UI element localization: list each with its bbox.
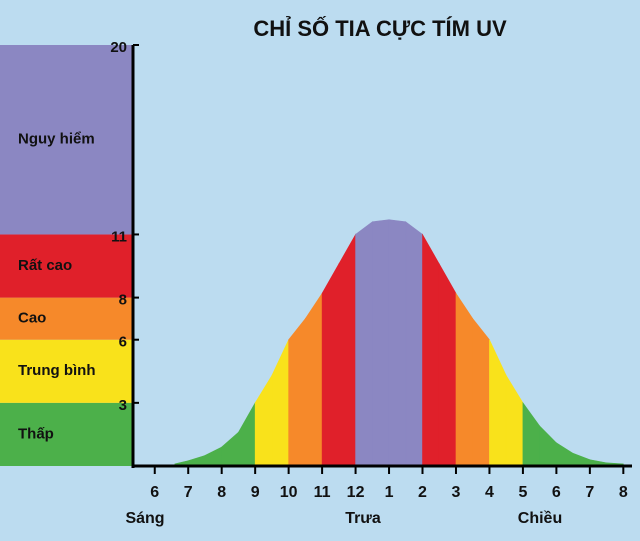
level-label: Thấp	[18, 425, 54, 442]
x-tick-label: 8	[217, 484, 226, 501]
level-band	[0, 339, 133, 403]
level-band	[0, 234, 133, 298]
y-tick-label: 20	[110, 39, 127, 56]
level-band	[0, 402, 133, 466]
level-label: Trung bình	[18, 362, 95, 379]
y-tick-label: 8	[119, 292, 127, 309]
x-tick-label: 7	[184, 484, 193, 501]
curve-segment	[288, 317, 306, 467]
x-tick-label: 2	[418, 484, 427, 501]
chart-title: CHỈ SỐ TIA CỰC TÍM UV	[253, 15, 507, 41]
level-band	[0, 45, 133, 235]
period-label: Sáng	[125, 510, 164, 527]
x-tick-label: 3	[452, 484, 461, 501]
x-tick-label: 6	[150, 484, 159, 501]
curve-segment	[372, 219, 390, 467]
x-tick-label: 6	[552, 484, 561, 501]
curve-segment	[438, 262, 457, 467]
x-tick-label: 7	[585, 484, 594, 501]
level-label: Nguy hiểm	[18, 131, 95, 148]
x-tick-label: 4	[485, 484, 494, 501]
level-label: Rất cao	[18, 257, 72, 274]
x-tick-label: 11	[314, 484, 331, 501]
curve-segment	[405, 221, 423, 467]
x-tick-label: 10	[280, 484, 298, 501]
x-tick-label: 1	[385, 484, 394, 501]
x-tick-label: 8	[619, 484, 628, 501]
y-tick-label: 6	[119, 334, 127, 351]
curve-segment	[338, 233, 356, 467]
y-tick-label: 11	[111, 228, 127, 245]
curve-segment	[388, 219, 407, 467]
period-label: Chiều	[518, 510, 562, 527]
period-label: Trưa	[345, 510, 381, 527]
curve-segment	[472, 317, 490, 467]
curve-segment	[305, 292, 323, 467]
level-band	[0, 297, 133, 340]
curve-segment	[321, 262, 340, 467]
curve-segment	[355, 221, 373, 467]
x-tick-label: 12	[347, 484, 365, 501]
level-label: Cao	[18, 310, 46, 327]
curve-segment	[422, 233, 440, 467]
y-tick-label: 3	[119, 397, 127, 414]
x-tick-label: 5	[518, 484, 527, 501]
x-tick-label: 9	[251, 484, 260, 501]
curve-segment	[455, 292, 474, 467]
